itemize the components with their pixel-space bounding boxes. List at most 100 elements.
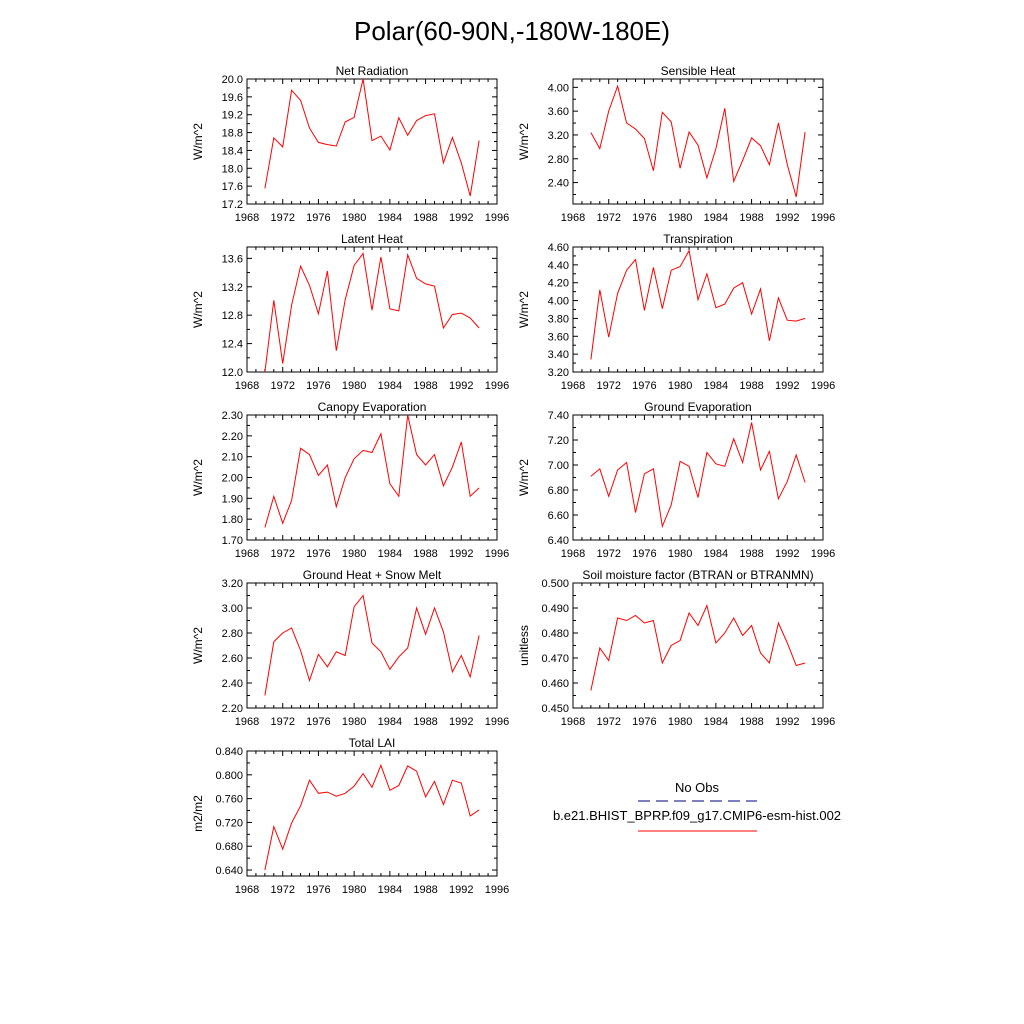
figure-title: Polar(60-90N,-180W-180E) — [354, 16, 670, 46]
plot-frame — [572, 414, 824, 541]
y-axis-label: W/m^2 — [191, 291, 205, 328]
y-tick-label: 3.40 — [548, 349, 569, 361]
y-tick-label: 0.800 — [215, 770, 243, 782]
y-tick-label: 3.20 — [548, 130, 569, 142]
plot-frame — [246, 582, 498, 709]
y-tick-label: 0.500 — [541, 578, 569, 590]
y-tick-label: 2.00 — [222, 473, 243, 485]
x-tick-label: 1996 — [811, 716, 835, 728]
x-tick-label: 1992 — [775, 380, 799, 392]
x-tick-label: 1972 — [270, 716, 294, 728]
y-tick-label: 3.60 — [548, 331, 569, 343]
x-tick-label: 1984 — [704, 380, 728, 392]
x-tick-label: 1980 — [668, 716, 692, 728]
x-tick-label: 1992 — [449, 716, 473, 728]
x-tick-label: 1988 — [413, 716, 437, 728]
x-tick-label: 1972 — [270, 212, 294, 224]
y-tick-label: 2.40 — [548, 178, 569, 190]
y-tick-label: 0.680 — [215, 841, 243, 853]
series-line — [590, 422, 806, 529]
x-tick-label: 1968 — [561, 548, 585, 560]
panel-net-radiation: Net Radiation W/m^2 1968 1972 1976 1980 1984 19… — [191, 64, 509, 224]
y-tick-label: 1.70 — [222, 535, 243, 547]
y-tick-label: 4.00 — [548, 82, 569, 94]
y-tick-label: 2.30 — [222, 410, 243, 422]
x-tick-label: 1968 — [235, 884, 259, 896]
y-tick-label: 1.90 — [222, 493, 243, 505]
y-tick-label: 13.6 — [222, 253, 243, 265]
y-tick-label: 2.20 — [222, 703, 243, 715]
y-axis-label: W/m^2 — [517, 291, 531, 328]
x-tick-label: 1976 — [632, 212, 656, 224]
x-tick-label: 1992 — [449, 884, 473, 896]
x-tick-label: 1972 — [596, 548, 620, 560]
y-tick-label: 2.40 — [222, 678, 243, 690]
x-tick-label: 1976 — [306, 884, 330, 896]
x-tick-label: 1984 — [704, 212, 728, 224]
panel-transpiration: Transpiration W/m^2 1968 1972 1976 1980 1984 19… — [517, 232, 835, 392]
y-tick-label: 2.20 — [222, 431, 243, 443]
x-tick-label: 1984 — [378, 548, 402, 560]
x-tick-label: 1992 — [775, 212, 799, 224]
series-line — [590, 603, 806, 691]
plot-frame — [246, 78, 498, 205]
panel-title: Transpiration — [663, 232, 733, 246]
x-tick-label: 1984 — [378, 212, 402, 224]
y-tick-label: 4.00 — [548, 296, 569, 308]
x-tick-label: 1972 — [270, 548, 294, 560]
y-tick-label: 0.640 — [215, 865, 243, 877]
y-tick-label: 0.470 — [541, 653, 569, 665]
y-tick-label: 7.20 — [548, 435, 569, 447]
y-tick-label: 3.60 — [548, 106, 569, 118]
panel-title: Total LAI — [349, 736, 396, 750]
x-tick-label: 1968 — [235, 380, 259, 392]
y-tick-label: 17.6 — [222, 181, 243, 193]
x-tick-label: 1984 — [378, 380, 402, 392]
series-line — [264, 763, 480, 871]
x-tick-label: 1980 — [342, 884, 366, 896]
panel-total-lai: Total LAI m2/m2 1968 1972 1976 1980 1984 1988 19… — [191, 736, 509, 896]
x-tick-label: 1992 — [449, 212, 473, 224]
y-tick-label: 6.60 — [548, 510, 569, 522]
y-tick-label: 18.0 — [222, 163, 243, 175]
x-tick-label: 1976 — [306, 548, 330, 560]
y-tick-label: 20.0 — [222, 74, 243, 86]
x-tick-label: 1988 — [413, 212, 437, 224]
panel-title: Sensible Heat — [661, 64, 736, 78]
x-tick-label: 1972 — [596, 716, 620, 728]
panel-canopy-evaporation: Canopy Evaporation W/m^2 1968 1972 1976 1980 1… — [191, 400, 509, 560]
y-tick-label: 7.40 — [548, 410, 569, 422]
x-tick-label: 1988 — [413, 380, 437, 392]
plot-frame — [572, 78, 824, 205]
x-tick-label: 1988 — [739, 548, 763, 560]
panel-title: Net Radiation — [336, 64, 409, 78]
y-tick-label: 17.2 — [222, 199, 243, 211]
y-tick-label: 12.4 — [222, 339, 243, 351]
y-tick-label: 4.40 — [548, 260, 569, 272]
y-tick-label: 0.460 — [541, 678, 569, 690]
x-tick-label: 1996 — [811, 548, 835, 560]
series-line — [264, 78, 480, 197]
series-line — [590, 84, 806, 198]
series-line — [264, 252, 480, 373]
legend-model-label: b.e21.BHIST_BPRP.f09_g17.CMIP6-esm-hist.… — [553, 808, 841, 823]
plot-frame — [572, 246, 824, 373]
x-tick-label: 1992 — [775, 716, 799, 728]
x-tick-label: 1976 — [306, 380, 330, 392]
x-tick-label: 1992 — [449, 548, 473, 560]
y-tick-label: 7.00 — [548, 460, 569, 472]
legend-obs-label: No Obs — [675, 780, 720, 795]
y-tick-label: 3.80 — [548, 313, 569, 325]
x-tick-label: 1996 — [811, 380, 835, 392]
series-line — [264, 594, 480, 696]
y-axis-label: W/m^2 — [517, 459, 531, 496]
panel-latent-heat: Latent Heat W/m^2 1968 1972 1976 1980 1984 1988… — [191, 232, 509, 392]
y-tick-label: 0.840 — [215, 746, 243, 758]
x-tick-label: 1968 — [235, 716, 259, 728]
x-tick-label: 1992 — [775, 548, 799, 560]
y-tick-label: 2.60 — [222, 653, 243, 665]
y-tick-label: 3.20 — [548, 367, 569, 379]
x-tick-label: 1996 — [485, 380, 509, 392]
y-tick-label: 12.0 — [222, 367, 243, 379]
y-tick-label: 0.720 — [215, 817, 243, 829]
